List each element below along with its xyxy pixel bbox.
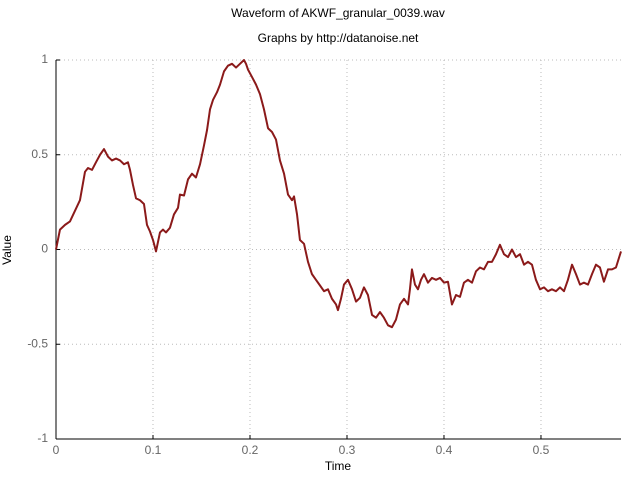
x-axis-label: Time [325,459,352,473]
x-tick-label: 0 [53,443,60,457]
plot-area: -1 -0.5 0 0.5 1 0 0.1 0.2 0.3 0.4 0.5 [27,52,622,457]
y-tick-label: -1 [37,431,48,445]
y-tick-label: 1 [41,52,48,66]
y-axis-label: Value [0,235,14,265]
chart-title: Waveform of AKWF_granular_0039.wav [231,6,445,20]
x-tick-label: 0.4 [436,443,453,457]
y-tick-label: -0.5 [27,336,48,350]
x-tick-label: 0.1 [145,443,162,457]
x-tick-label: 0.5 [533,443,550,457]
waveform-line [55,59,622,329]
chart-subtitle: Graphs by http://datanoise.net [258,31,419,45]
y-tick-label: 0.5 [31,147,48,161]
x-tick-label: 0.3 [339,443,356,457]
y-tick-label: 0 [41,242,48,256]
x-tick-label: 0.2 [242,443,259,457]
